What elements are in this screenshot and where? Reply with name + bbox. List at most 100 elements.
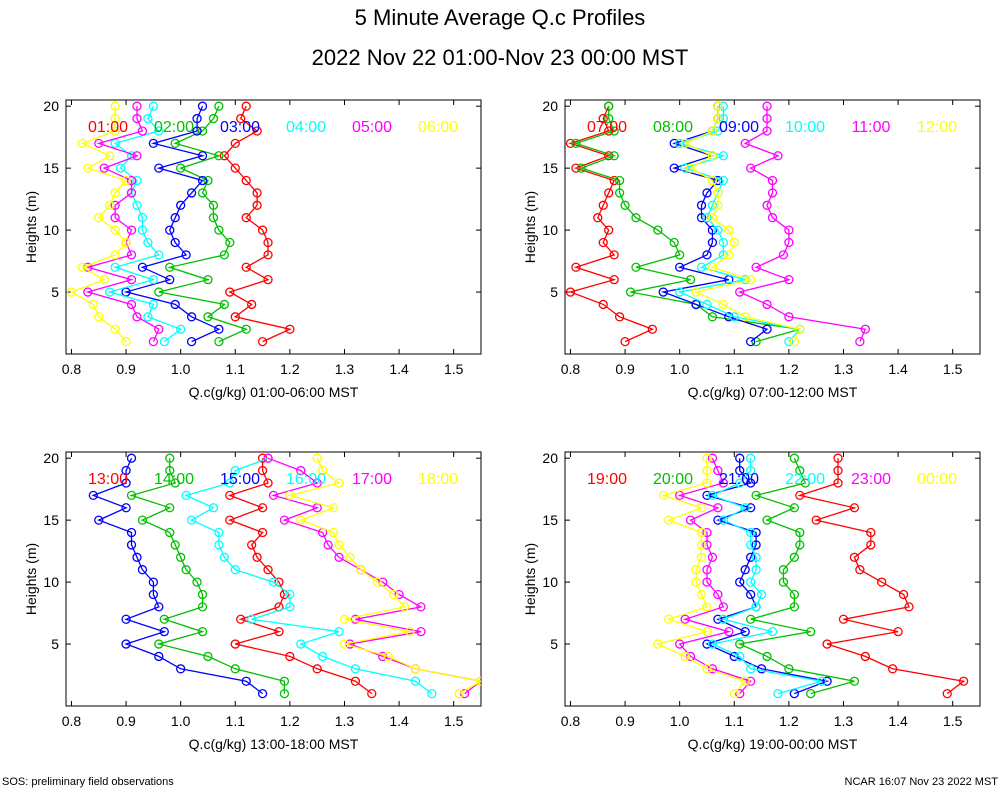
- data-point: [247, 540, 257, 550]
- data-point: [718, 113, 729, 124]
- x-tick-label: 1.0: [171, 713, 191, 729]
- x-tick-label: 1.5: [444, 713, 464, 729]
- data-point: [170, 138, 180, 149]
- data-point: [197, 175, 208, 186]
- data-point: [132, 175, 142, 186]
- x-axis-label: Q.c(g/kg) 19:00-00:00 MST: [688, 736, 858, 752]
- legend-label: 22:00: [785, 471, 825, 488]
- data-point: [454, 688, 464, 699]
- data-point: [143, 312, 153, 322]
- data-point: [778, 565, 789, 575]
- series-group: [88, 453, 481, 699]
- data-point: [148, 577, 159, 587]
- data-point: [252, 552, 262, 562]
- data-point: [225, 478, 235, 488]
- data-point: [653, 639, 663, 649]
- data-point: [88, 490, 98, 501]
- legend-label: 16:00: [286, 471, 326, 488]
- data-point: [702, 602, 712, 612]
- data-point: [598, 113, 608, 124]
- data-point: [735, 465, 745, 476]
- data-point: [241, 213, 251, 223]
- data-point: [571, 262, 581, 272]
- data-point: [958, 676, 969, 686]
- data-point: [735, 287, 745, 297]
- data-point: [593, 213, 603, 223]
- data-point: [614, 175, 625, 186]
- data-point: [724, 627, 734, 637]
- data-point: [257, 527, 268, 538]
- legend-label: 20:00: [653, 471, 693, 488]
- data-point: [241, 175, 251, 186]
- data-point: [285, 589, 295, 600]
- data-point: [476, 676, 481, 686]
- series-line-2100: [704, 458, 830, 695]
- x-tick-label: 1.3: [834, 713, 854, 729]
- x-tick-label: 0.9: [116, 361, 136, 377]
- data-point: [110, 324, 120, 334]
- data-point: [459, 688, 470, 699]
- data-point: [696, 262, 707, 272]
- data-point: [751, 490, 761, 501]
- data-point: [274, 627, 284, 637]
- legend-label: 05:00: [352, 119, 392, 136]
- data-point: [263, 478, 273, 488]
- data-point: [718, 237, 729, 248]
- data-point: [702, 188, 712, 198]
- data-point: [121, 175, 131, 186]
- x-tick-label: 1.2: [280, 361, 300, 377]
- data-point: [121, 237, 131, 248]
- footer-timestamp: NCAR 16:07 Nov 23 2022 MST: [844, 776, 998, 788]
- data-point: [137, 565, 148, 575]
- data-point: [609, 250, 619, 260]
- data-point: [241, 324, 251, 334]
- data-point: [219, 250, 230, 260]
- data-point: [631, 213, 641, 223]
- legend-label: 18:00: [418, 471, 458, 488]
- data-point: [675, 250, 685, 260]
- data-point: [877, 577, 887, 587]
- x-axis-label: Q.c(g/kg) 07:00-12:00 MST: [688, 384, 858, 400]
- data-point: [746, 540, 756, 550]
- data-point: [713, 225, 723, 235]
- y-tick-label: 20: [43, 98, 59, 114]
- data-point: [707, 262, 718, 272]
- data-point: [186, 515, 197, 525]
- data-point: [252, 188, 262, 198]
- series-line-0400: [107, 105, 183, 343]
- data-point: [707, 312, 718, 322]
- legend-label: 02:00: [154, 119, 194, 136]
- x-tick-label: 1.4: [389, 361, 409, 377]
- data-point: [702, 250, 712, 260]
- data-point: [675, 639, 685, 649]
- data-point: [713, 465, 723, 476]
- data-point: [279, 515, 290, 525]
- data-point: [328, 527, 339, 538]
- data-point: [707, 490, 718, 501]
- x-tick-label: 0.8: [561, 361, 581, 377]
- data-point: [214, 225, 224, 235]
- data-point: [214, 540, 224, 550]
- data-point: [849, 503, 860, 513]
- data-point: [866, 527, 876, 538]
- data-point: [181, 250, 191, 260]
- data-point: [312, 664, 322, 674]
- data-point: [416, 627, 426, 637]
- data-point: [784, 336, 794, 347]
- data-point: [702, 527, 712, 538]
- data-point: [257, 225, 268, 235]
- x-axis-label: Q.c(g/kg) 13:00-18:00 MST: [189, 736, 359, 752]
- data-point: [186, 188, 197, 198]
- data-point: [154, 639, 164, 649]
- plot-frame: [564, 99, 981, 355]
- data-point: [696, 503, 707, 513]
- data-point: [317, 651, 328, 662]
- data-point: [795, 527, 805, 538]
- data-point: [795, 324, 805, 334]
- legend-label: 00:00: [917, 471, 957, 488]
- y-tick-label: 15: [542, 512, 558, 528]
- legend-label: 01:00: [88, 119, 128, 136]
- data-point: [165, 503, 175, 513]
- data-point: [756, 589, 767, 600]
